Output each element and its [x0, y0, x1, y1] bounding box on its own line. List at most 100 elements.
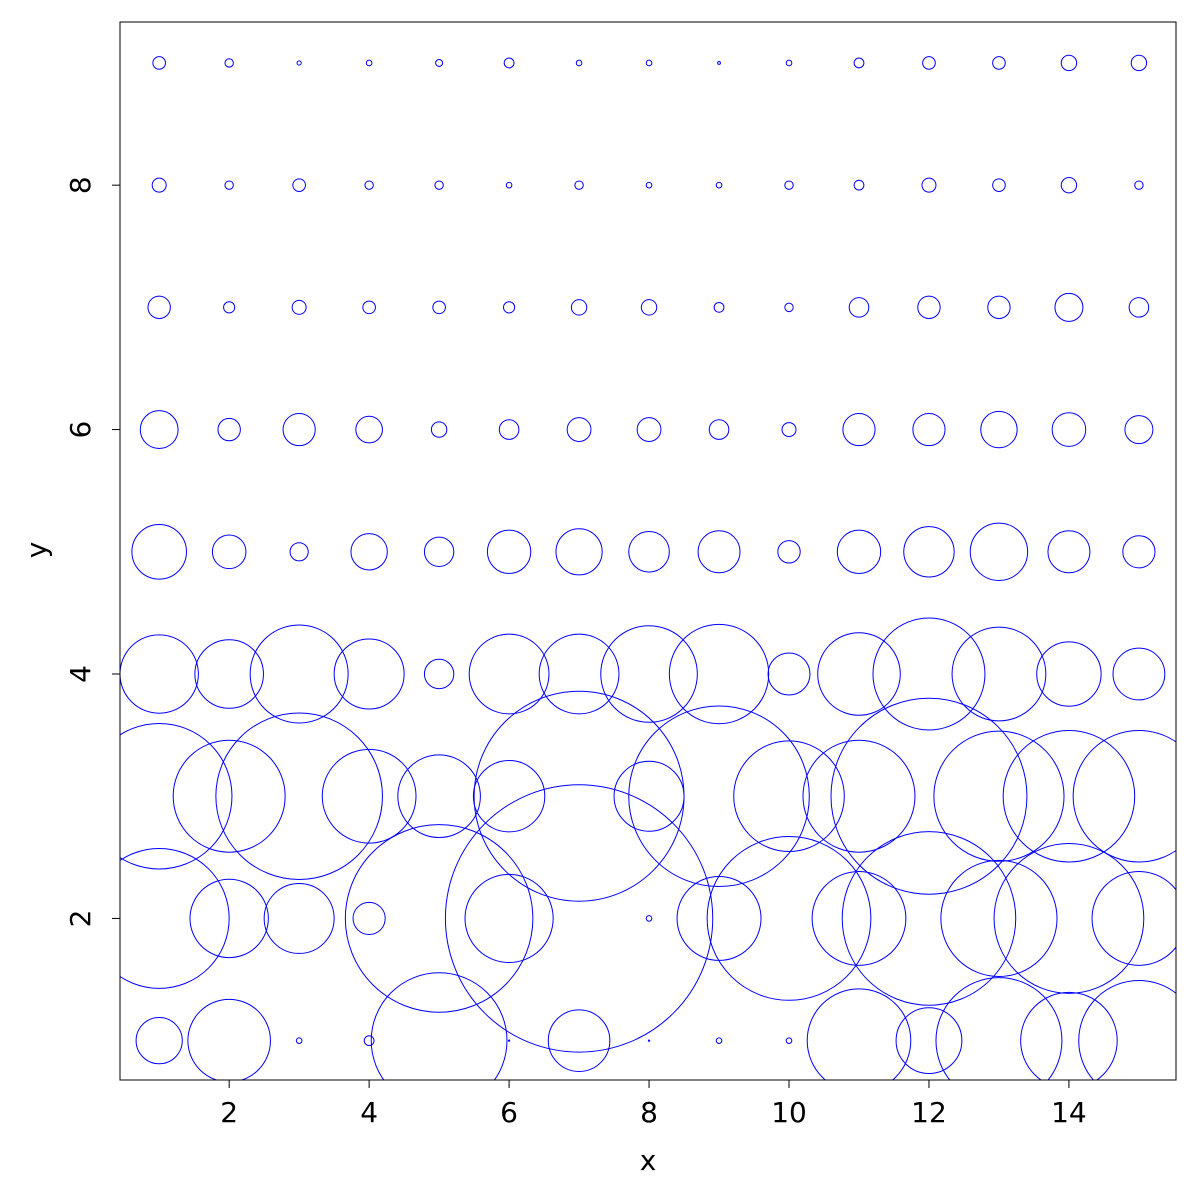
plot-frame: [119, 21, 1177, 1081]
bubble: [853, 179, 865, 191]
bubble: [917, 295, 941, 320]
bubble: [933, 730, 1065, 862]
bubble: [468, 633, 550, 715]
x-tick-label: 6: [500, 1096, 518, 1129]
bubble: [993, 843, 1145, 994]
bubble: [1060, 54, 1078, 72]
bubble: [263, 882, 335, 954]
bubble: [321, 748, 417, 844]
bubble: [645, 181, 653, 189]
y-tick-label: 8: [64, 176, 97, 194]
bubble: [574, 180, 584, 190]
bubble: [912, 412, 946, 447]
bubble: [472, 760, 546, 833]
bubble: [836, 529, 882, 574]
bubble: [1072, 729, 1176, 863]
bubble: [344, 824, 534, 1013]
bubble: [1054, 292, 1084, 322]
bubble: [1002, 729, 1136, 863]
bubble: [733, 740, 845, 853]
bubble: [224, 58, 234, 68]
bubble: [370, 972, 508, 1080]
bubble: [295, 1037, 303, 1044]
bubble: [853, 57, 865, 69]
bubble: [784, 302, 794, 313]
bubble: [223, 301, 236, 314]
bubble: [777, 540, 801, 564]
bubble: [784, 180, 794, 190]
bubble: [435, 58, 444, 67]
x-tick-label: 14: [1051, 1096, 1087, 1129]
bubble: [350, 533, 388, 571]
bubble: [1020, 991, 1118, 1080]
bubble: [1122, 535, 1156, 569]
bubble: [289, 542, 309, 562]
bubble: [1112, 647, 1166, 701]
bubble: [147, 295, 171, 320]
bubble: [502, 301, 516, 314]
bubble: [215, 712, 383, 880]
bubble: [172, 739, 286, 853]
bubble: [980, 410, 1018, 449]
y-tick-label: 4: [64, 665, 97, 683]
bubble: [570, 299, 588, 316]
bubble: [152, 56, 166, 70]
bubble: [785, 59, 793, 67]
bubble: [806, 988, 912, 1080]
bubble: [1078, 979, 1176, 1080]
bubble: [139, 410, 179, 449]
bubble: [969, 522, 1029, 581]
bubble: [189, 878, 269, 959]
bubble: [613, 760, 685, 832]
bubble: [708, 419, 730, 440]
bubble: [921, 177, 937, 193]
bubble: [538, 633, 620, 715]
bubble: [987, 295, 1011, 320]
bubble: [935, 977, 1063, 1080]
bubble: [802, 739, 916, 853]
y-tick-label: 2: [64, 910, 97, 928]
bubble: [767, 652, 811, 696]
bubble: [668, 623, 770, 725]
bubble: [830, 697, 1028, 895]
bubble: [1047, 530, 1091, 574]
bubble: [895, 1007, 963, 1075]
plot-area: [120, 54, 1176, 1080]
bubble: [503, 57, 515, 69]
x-tick-label: 2: [220, 1096, 238, 1129]
bubble: [1036, 641, 1102, 707]
bubble: [992, 178, 1006, 192]
bubble: [217, 417, 241, 442]
bubble: [355, 415, 383, 444]
bubble: [1134, 180, 1144, 190]
bubble: [365, 59, 373, 67]
bubble: [628, 531, 670, 573]
bubble: [817, 632, 901, 716]
bubble: [713, 301, 725, 313]
bubble: [781, 422, 797, 438]
bubble: [486, 529, 532, 574]
bubble: [706, 836, 872, 1001]
bubble: [464, 873, 554, 964]
bubble: [628, 705, 810, 887]
bubble: [282, 412, 316, 447]
bubble: [940, 859, 1058, 978]
bubble: [1124, 415, 1154, 445]
bubble: [397, 754, 481, 839]
bubble: [715, 181, 723, 189]
bubble: [473, 690, 685, 902]
bubble: [498, 419, 520, 440]
bubble: [363, 1035, 375, 1047]
bubble: [120, 722, 233, 870]
bubble: [848, 297, 870, 318]
bubble: [1060, 176, 1078, 194]
bubble: [292, 178, 306, 192]
x-tick-label: 12: [911, 1096, 947, 1129]
bubble: [333, 638, 405, 710]
bubble: [676, 875, 762, 961]
bubble: [600, 625, 698, 723]
bubble: [842, 412, 876, 447]
bubble: [645, 915, 653, 922]
bubble: [566, 417, 592, 442]
